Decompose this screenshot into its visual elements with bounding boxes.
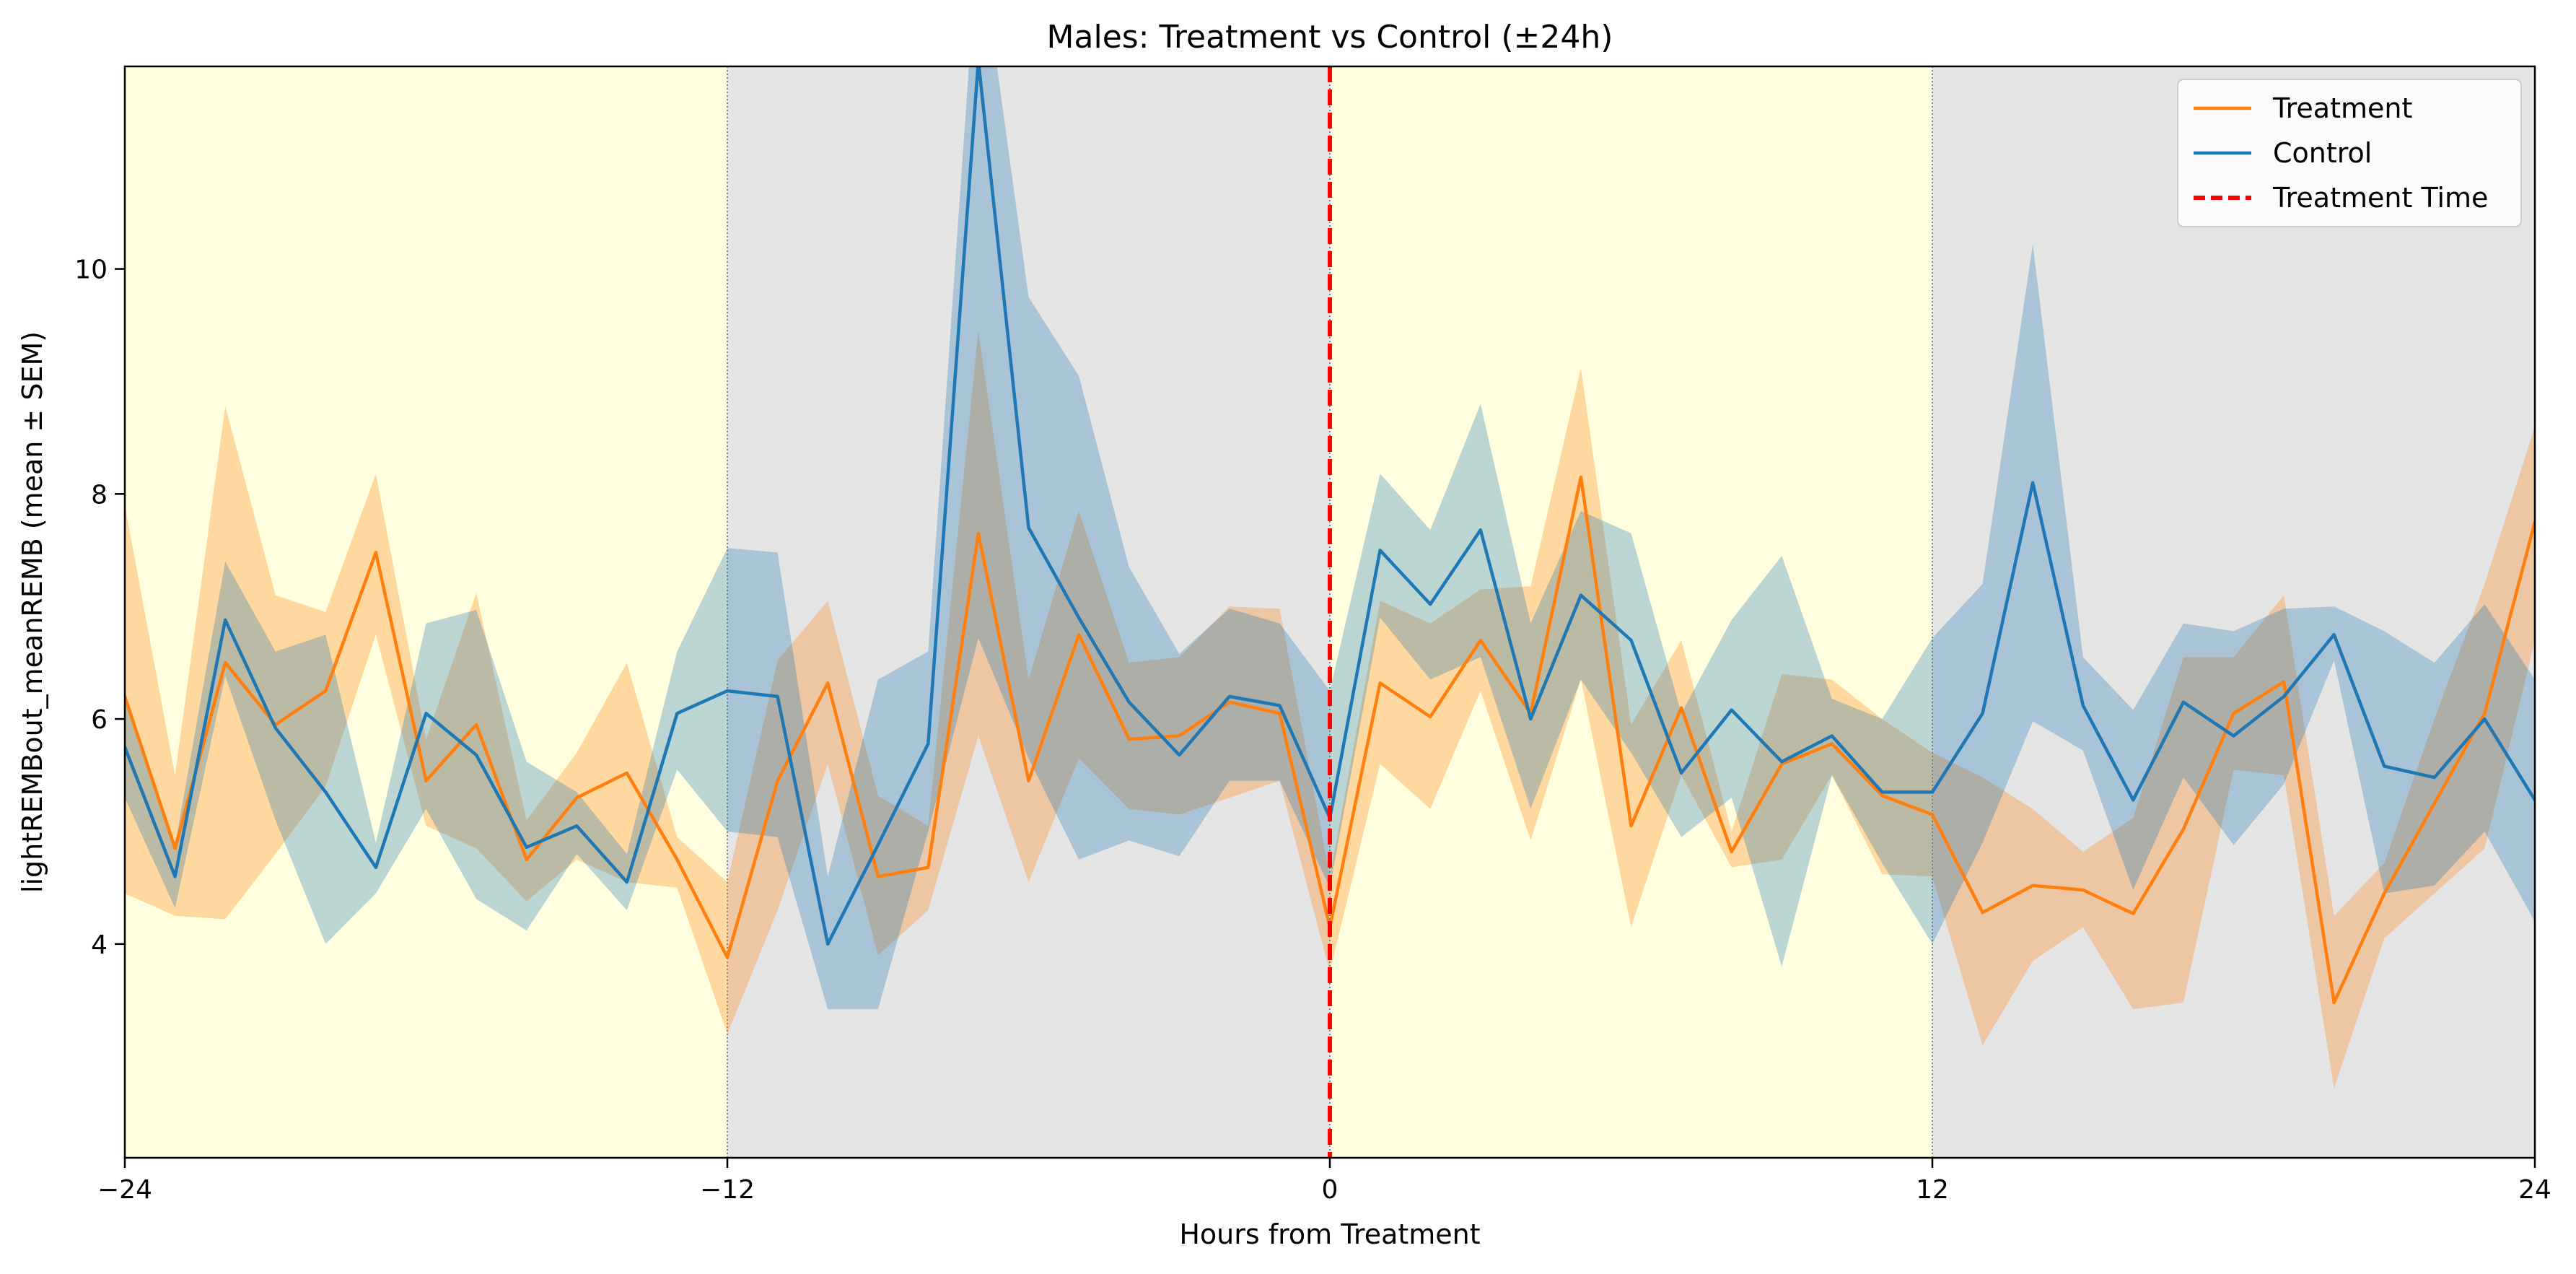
y-tick-label: 8 [91, 480, 108, 510]
phase-band-light [125, 66, 727, 1158]
y-axis-ticks: 4 6 8 10 [74, 256, 125, 960]
phase-band-dark [1932, 66, 2535, 1158]
y-tick-label: 6 [91, 705, 108, 735]
legend-label: Control [2273, 137, 2372, 169]
phase-boundary-lines [727, 66, 1933, 1158]
legend: Treatment Control Treatment Time [2177, 79, 2522, 227]
y-axis-label: lightREMBout_meanREMB (mean ± SEM) [17, 331, 48, 893]
phase-bands [125, 66, 2535, 1158]
y-tick-label: 10 [74, 256, 108, 285]
x-tick-label: 24 [2518, 1175, 2551, 1205]
sem-ribbon-treatment [125, 331, 2535, 1088]
x-tick-label: −12 [700, 1175, 755, 1205]
legend-box [2177, 79, 2522, 227]
sem-ribbons [125, 66, 2535, 1088]
phase-band-dark [727, 66, 1330, 1158]
x-axis-ticks: −24 −12 0 12 24 [97, 1158, 2551, 1205]
chart-title: Males: Treatment vs Control (±24h) [1047, 19, 1613, 56]
x-tick-label: −24 [97, 1175, 152, 1205]
sem-ribbon-control [125, 66, 2535, 1010]
x-tick-label: 12 [1916, 1175, 1949, 1205]
x-axis-label: Hours from Treatment [1179, 1218, 1480, 1250]
phase-band-light [1330, 66, 1932, 1158]
x-tick-label: 0 [1322, 1175, 1339, 1205]
legend-label: Treatment [2272, 92, 2412, 124]
y-tick-label: 4 [91, 930, 108, 960]
legend-label: Treatment Time [2272, 182, 2488, 214]
